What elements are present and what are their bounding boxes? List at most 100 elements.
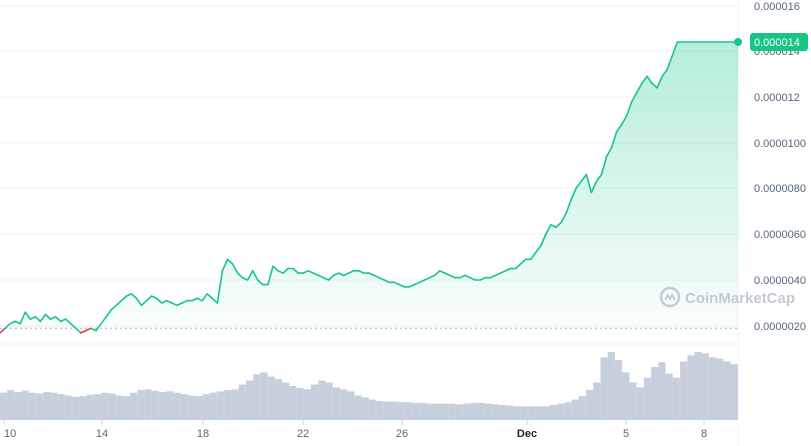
price-segment bbox=[620, 114, 628, 126]
volume-bar bbox=[730, 364, 738, 420]
price-segment bbox=[282, 267, 289, 274]
price-segment bbox=[418, 279, 426, 284]
price-segment bbox=[241, 276, 249, 281]
volume-bar bbox=[86, 394, 94, 420]
volume-bar bbox=[419, 403, 427, 420]
y-tick-label: 0.0000100 bbox=[754, 138, 806, 150]
volume-bar bbox=[658, 362, 665, 420]
volume-bar bbox=[0, 392, 7, 420]
price-segment bbox=[590, 180, 598, 194]
price-segment bbox=[555, 221, 562, 228]
volume-bar bbox=[231, 389, 239, 420]
volume-bar bbox=[151, 390, 159, 420]
price-segment bbox=[449, 274, 456, 279]
price-segment bbox=[570, 187, 578, 201]
price-segment bbox=[277, 269, 284, 274]
volume-bar bbox=[369, 399, 376, 420]
price-segment bbox=[226, 258, 234, 265]
price-segment bbox=[337, 272, 345, 277]
volume-bar bbox=[716, 358, 723, 420]
volume-bar bbox=[607, 352, 615, 420]
price-segment bbox=[605, 146, 613, 158]
price-segment bbox=[545, 224, 552, 235]
volume-bar bbox=[21, 390, 29, 420]
x-tick-label: 14 bbox=[96, 428, 108, 440]
volume-bar bbox=[434, 403, 441, 420]
volume-bar bbox=[636, 387, 644, 420]
volume-bar bbox=[137, 390, 145, 420]
volume-bars bbox=[0, 352, 738, 420]
price-segment bbox=[464, 274, 471, 279]
volume-bar bbox=[506, 405, 514, 420]
volume-bar bbox=[709, 357, 716, 420]
x-tick-label: 8 bbox=[701, 428, 707, 440]
volume-bar bbox=[615, 360, 622, 420]
volume-bar bbox=[28, 392, 36, 420]
watermark: CoinMarketCap bbox=[659, 286, 795, 308]
volume-bar bbox=[347, 391, 354, 420]
price-segment bbox=[413, 281, 421, 286]
coinmarketcap-logo-icon bbox=[659, 286, 681, 308]
volume-bar bbox=[723, 361, 731, 420]
y-tick-label: 0.000012 bbox=[754, 92, 800, 104]
volume-bar bbox=[390, 401, 398, 420]
price-segment bbox=[85, 327, 92, 332]
price-segment bbox=[9, 320, 16, 325]
x-tick-label: 10 bbox=[4, 428, 16, 440]
price-segment bbox=[600, 155, 608, 176]
price-badge-box bbox=[750, 33, 808, 51]
price-segment bbox=[347, 269, 355, 274]
volume-bar bbox=[651, 367, 658, 420]
price-segment bbox=[489, 274, 497, 279]
volume-bar bbox=[224, 390, 231, 420]
price-segment bbox=[292, 267, 300, 274]
price-segment bbox=[534, 244, 542, 254]
price-segment bbox=[231, 263, 239, 274]
volume-bar bbox=[202, 394, 210, 420]
price-segment bbox=[64, 318, 72, 325]
price-segment bbox=[110, 304, 118, 311]
y-axis-ticks: 0.0000020 0.0000040 0.0000060 0.0000080 0.00… bbox=[754, 1, 806, 333]
price-segment bbox=[580, 173, 588, 183]
price-segment bbox=[4, 322, 11, 330]
price-badge-label: 0.000014 bbox=[754, 37, 800, 49]
price-segment bbox=[322, 276, 330, 281]
x-tick-label: 5 bbox=[623, 428, 629, 440]
price-area bbox=[0, 42, 738, 333]
volume-bar bbox=[586, 390, 593, 420]
volume-bar bbox=[57, 394, 65, 420]
price-segment bbox=[393, 281, 401, 286]
price-segment bbox=[302, 269, 310, 274]
price-segment bbox=[373, 274, 380, 279]
volume-bar bbox=[340, 389, 347, 420]
volume-bar bbox=[173, 392, 181, 420]
logo-mark-icon bbox=[664, 293, 676, 302]
volume-bar bbox=[535, 406, 542, 420]
volume-bar bbox=[267, 376, 275, 420]
price-segment bbox=[70, 322, 77, 330]
volume-bar bbox=[687, 355, 694, 420]
y-tick-label: 0.0000020 bbox=[754, 321, 806, 333]
price-segment bbox=[327, 274, 335, 281]
price-segment bbox=[39, 313, 47, 323]
current-price-badge: 0.000014 bbox=[750, 33, 808, 51]
volume-bar bbox=[600, 357, 608, 420]
volume-bar bbox=[7, 390, 14, 420]
price-segment bbox=[378, 276, 386, 281]
price-segment bbox=[499, 269, 507, 274]
volume-bar bbox=[79, 396, 87, 420]
volume-bar bbox=[282, 382, 289, 420]
x-axis-ticks: 10 14 18 22 26 Dec 5 8 bbox=[3, 420, 707, 440]
volume-bar bbox=[108, 393, 116, 420]
price-segment bbox=[636, 82, 643, 94]
price-segment bbox=[100, 315, 107, 325]
price-segment bbox=[90, 327, 97, 332]
volume-bar bbox=[383, 401, 391, 420]
price-segment bbox=[150, 295, 158, 300]
price-segment bbox=[0, 327, 6, 334]
price-segment bbox=[19, 311, 27, 325]
price-segment bbox=[307, 269, 315, 274]
price-segment bbox=[130, 292, 138, 300]
volume-bar bbox=[188, 395, 195, 420]
